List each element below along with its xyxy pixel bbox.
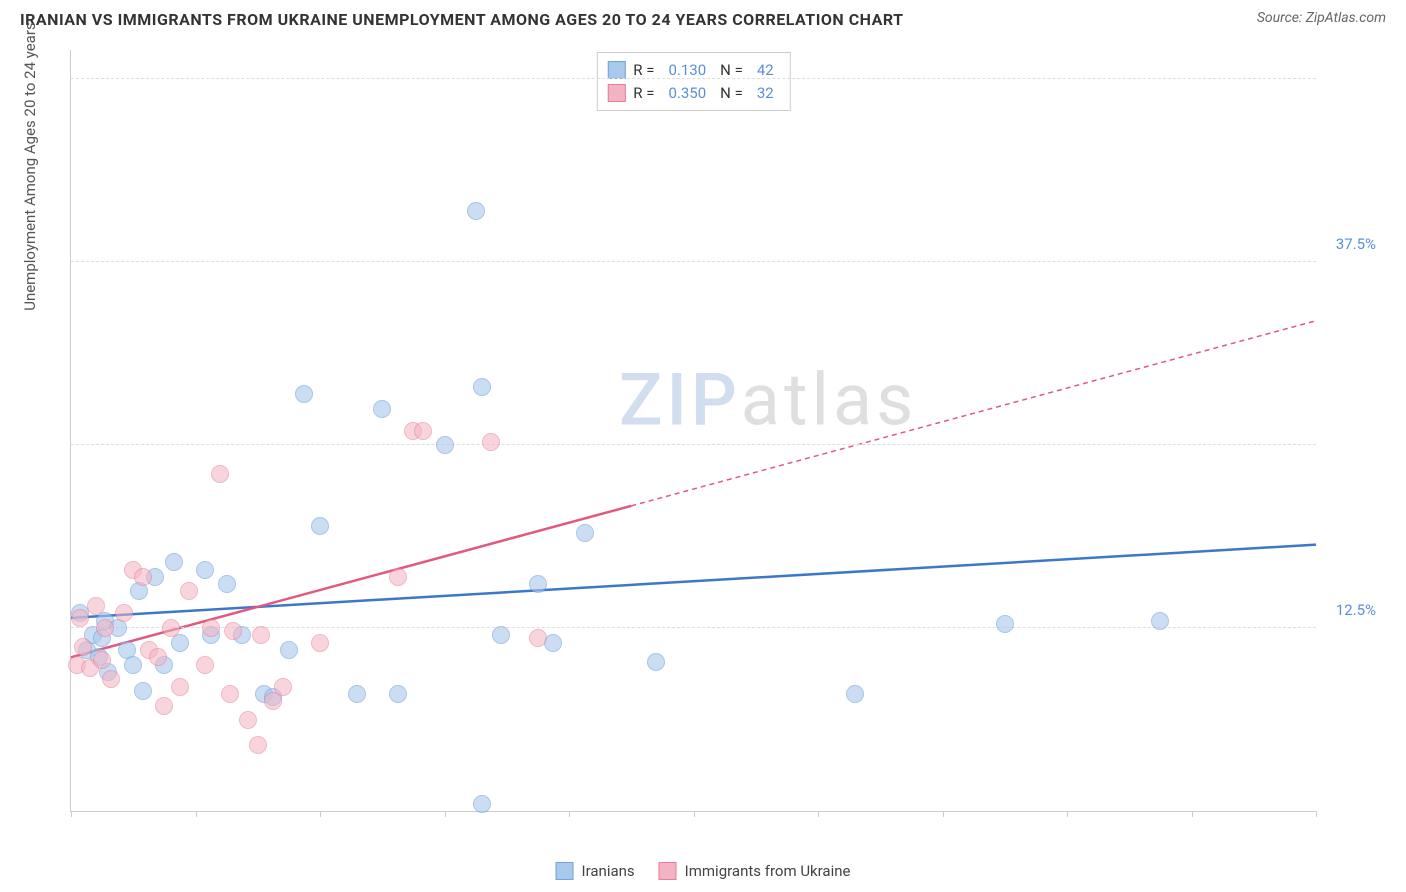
scatter-point [473,795,491,813]
scatter-point [473,378,491,396]
scatter-point [180,582,198,600]
legend-swatch-0 [556,862,574,880]
scatter-point [171,678,189,696]
stats-r-label-1: R = [633,82,654,105]
scatter-point [211,465,229,483]
stats-legend: R = 0.130 N = 42 R = 0.350 N = 32 [596,52,790,111]
source-label: Source: ZipAtlas.com [1257,10,1386,26]
scatter-point [311,634,329,652]
x-tick [694,811,695,817]
scatter-point [414,422,432,440]
scatter-point [239,711,257,729]
chart-container: Unemployment Among Ages 20 to 24 years Z… [50,50,1386,842]
scatter-point [115,604,133,622]
scatter-point [492,626,510,644]
stats-swatch-0 [607,61,625,79]
scatter-point [165,553,183,571]
scatter-point [846,685,864,703]
scatter-point [252,626,270,644]
scatter-point [996,615,1014,633]
gridline [71,78,1316,79]
x-tick [196,811,197,817]
scatter-point [436,436,454,454]
scatter-point [544,634,562,652]
scatter-point [96,619,114,637]
gridline [71,444,1316,445]
scatter-point [196,561,214,579]
scatter-point [389,568,407,586]
scatter-point [576,524,594,542]
legend-item-0: Iranians [556,862,635,880]
x-tick [445,811,446,817]
legend-swatch-1 [659,862,677,880]
scatter-point [134,568,152,586]
scatter-point [134,682,152,700]
scatter-point [102,670,120,688]
scatter-point [373,400,391,418]
scatter-point [149,648,167,666]
x-tick [1316,811,1317,817]
scatter-point [274,678,292,696]
bottom-legend: Iranians Immigrants from Ukraine [556,862,851,880]
chart-title: IRANIAN VS IMMIGRANTS FROM UKRAINE UNEMP… [20,10,904,29]
stats-r-value-1: 0.350 [668,82,706,105]
scatter-point [529,629,547,647]
scatter-point [93,651,111,669]
scatter-point [155,697,173,715]
y-tick-label: 12.5% [1336,601,1376,619]
scatter-point [221,685,239,703]
scatter-point [1151,612,1169,630]
scatter-point [482,433,500,451]
y-axis-label: Unemployment Among Ages 20 to 24 years [21,22,39,310]
y-tick-label: 37.5% [1336,235,1376,253]
scatter-point [162,619,180,637]
gridline [71,261,1316,262]
watermark-zip: ZIP [619,358,741,443]
stats-n-label-1: N = [720,82,743,105]
x-tick [818,811,819,817]
scatter-point [124,656,142,674]
x-tick [320,811,321,817]
plot-area: ZIPatlas R = 0.130 N = 42 R = 0.350 N = … [70,50,1316,812]
scatter-point [224,622,242,640]
legend-item-1: Immigrants from Ukraine [659,862,851,880]
x-tick [943,811,944,817]
scatter-point [87,597,105,615]
x-tick [1067,811,1068,817]
scatter-point [71,609,89,627]
legend-label-1: Immigrants from Ukraine [685,862,851,880]
watermark: ZIPatlas [619,358,917,443]
scatter-point [647,653,665,671]
scatter-point [280,641,298,659]
scatter-point [202,619,220,637]
stats-n-value-1: 32 [757,82,774,105]
scatter-point [311,517,329,535]
scatter-point [74,638,92,656]
x-tick [1192,811,1193,817]
scatter-point [529,575,547,593]
x-tick [569,811,570,817]
stats-swatch-1 [607,84,625,102]
x-tick [71,811,72,817]
watermark-atlas: atlas [741,358,918,443]
scatter-point [196,656,214,674]
scatter-point [249,736,267,754]
legend-label-0: Iranians [582,862,635,880]
scatter-point [348,685,366,703]
scatter-point [218,575,236,593]
stats-row-1: R = 0.350 N = 32 [607,82,779,105]
scatter-point [467,202,485,220]
scatter-point [389,685,407,703]
scatter-point [295,385,313,403]
